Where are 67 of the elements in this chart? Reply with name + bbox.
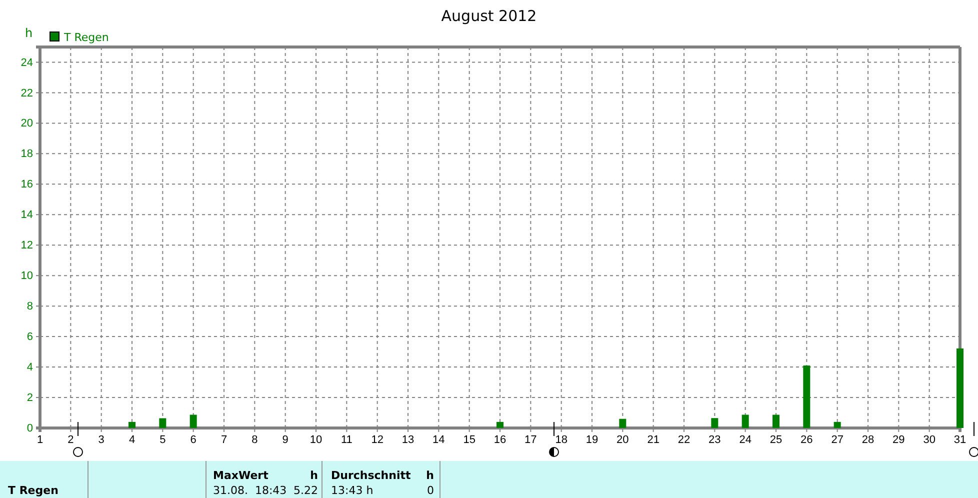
x-tick-label: 21	[647, 434, 660, 446]
y-tick-label: 10	[20, 270, 33, 282]
x-tick-label: 16	[494, 434, 506, 446]
x-tick-label: 17	[524, 434, 537, 446]
x-tick-label: 28	[862, 434, 874, 446]
x-tick-label: 26	[800, 434, 813, 446]
text: 31.08. 18:43	[213, 484, 287, 497]
y-tick-label: 4	[26, 362, 33, 374]
y-tick-label: 14	[20, 209, 33, 222]
x-tick-label: 8	[252, 434, 258, 446]
x-tick-label: 14	[432, 434, 445, 446]
y-tick-label: 24	[20, 56, 33, 69]
x-tick-label: 27	[831, 434, 844, 446]
x-tick-label: 25	[770, 434, 782, 446]
y-axis-title: h	[25, 26, 33, 40]
bar	[772, 414, 780, 428]
x-tick-label: 24	[739, 434, 752, 446]
x-tick-label: 1	[36, 434, 44, 446]
y-tick-label: 2	[26, 392, 33, 404]
y-tick-label: 12	[20, 240, 33, 252]
text: h	[310, 469, 318, 482]
x-tick-label: 12	[371, 434, 384, 446]
x-tick-label: 29	[892, 434, 905, 446]
bar	[711, 418, 718, 428]
text: T Regen	[8, 484, 58, 497]
x-tick-label: 18	[555, 434, 568, 446]
x-tick-label: 11	[340, 434, 352, 446]
y-tick-label: 18	[20, 148, 33, 160]
x-tick-label: 7	[220, 434, 228, 446]
x-tick-label: 15	[463, 434, 476, 446]
text: MaxWert	[213, 469, 268, 482]
x-tick-label: 22	[678, 434, 690, 446]
text: 5.22	[294, 484, 318, 497]
bar	[159, 418, 166, 428]
chart-title: August 2012	[441, 7, 537, 25]
x-tick-label: 9	[282, 434, 288, 446]
y-tick-label: 8	[26, 300, 33, 313]
x-tick-label: 20	[616, 434, 629, 446]
x-tick-label: 5	[160, 434, 166, 446]
bar	[742, 414, 749, 428]
bar	[956, 348, 964, 428]
bar	[128, 422, 136, 428]
x-tick-label: 31	[954, 434, 966, 446]
x-tick-label: 23	[708, 434, 721, 446]
text: h	[426, 469, 434, 482]
legend-label: T Regen	[63, 31, 109, 44]
text: 13:43 h	[331, 484, 374, 497]
text: Durchschnitt	[331, 469, 411, 482]
x-tick-label: 2	[68, 434, 74, 446]
bar	[190, 414, 197, 428]
x-tick-label: 6	[190, 434, 196, 446]
x-tick-label: 10	[310, 434, 322, 446]
x-tick-label: 13	[402, 434, 414, 446]
x-tick-label: 19	[586, 434, 598, 446]
y-tick-label: 16	[20, 178, 33, 191]
y-tick-label: 22	[20, 87, 33, 100]
bar	[834, 422, 841, 428]
x-tick-label: 30	[923, 434, 936, 446]
bar	[619, 418, 626, 428]
text: 0	[427, 484, 434, 497]
x-tick-label: 4	[128, 434, 136, 446]
y-tick-label: 0	[26, 422, 33, 435]
y-tick-label: 6	[26, 331, 33, 344]
bar	[803, 366, 810, 428]
y-tick-label: 20	[20, 118, 33, 130]
x-tick-label: 3	[98, 434, 104, 446]
bar	[496, 422, 504, 428]
